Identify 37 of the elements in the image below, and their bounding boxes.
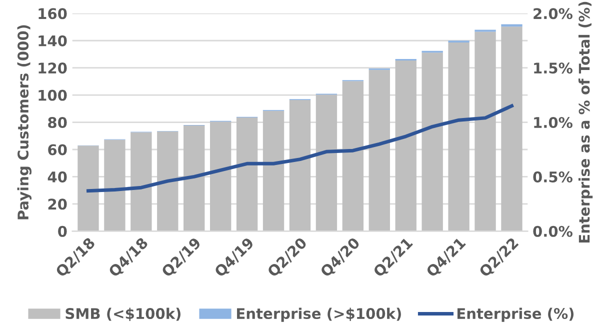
- bar: [104, 140, 126, 232]
- y-tick-label: 20: [48, 198, 67, 210]
- y2-tick-label: 0.0%: [533, 226, 572, 237]
- bar: [78, 146, 99, 232]
- y-tick-label: 80: [48, 116, 67, 128]
- bar: [316, 94, 338, 232]
- y-tick-label: 0: [58, 226, 67, 237]
- bar: [342, 81, 364, 232]
- y-tick-label: 120: [38, 62, 67, 74]
- y2-tick-label: 1.0%: [534, 116, 572, 128]
- legend-label: Enterprise (>$100k): [237, 308, 401, 322]
- bar: [130, 132, 152, 232]
- y-tick-label: 160: [38, 8, 67, 20]
- bar: [474, 32, 496, 232]
- y-tick-label: 60: [48, 144, 67, 156]
- bar: [501, 26, 522, 232]
- y-tick-label: 40: [48, 171, 67, 182]
- legend-label: Enterprise (%): [457, 308, 574, 322]
- y-tick-label: 140: [38, 35, 67, 46]
- bar: [422, 52, 443, 232]
- y2-axis-title: Enterprise as a % of Total (%): [578, 2, 593, 243]
- bar: [236, 118, 258, 232]
- bar: [184, 126, 205, 232]
- bar: [289, 100, 311, 232]
- bar: [157, 132, 178, 232]
- y2-tick-label: 1.5%: [534, 62, 572, 74]
- bar: [448, 42, 470, 232]
- bar: [262, 110, 284, 232]
- y-tick-label: 100: [38, 90, 67, 101]
- line-series: [86, 104, 514, 193]
- bar: [368, 70, 390, 232]
- bar: [210, 122, 232, 232]
- bar: [395, 60, 416, 232]
- y2-tick-label: 0.5%: [533, 171, 572, 182]
- legend-label: SMB (<$100k): [66, 308, 180, 321]
- y2-tick-label: 2.0%: [534, 8, 572, 20]
- y-axis-title: Paying Customers (000): [17, 25, 32, 220]
